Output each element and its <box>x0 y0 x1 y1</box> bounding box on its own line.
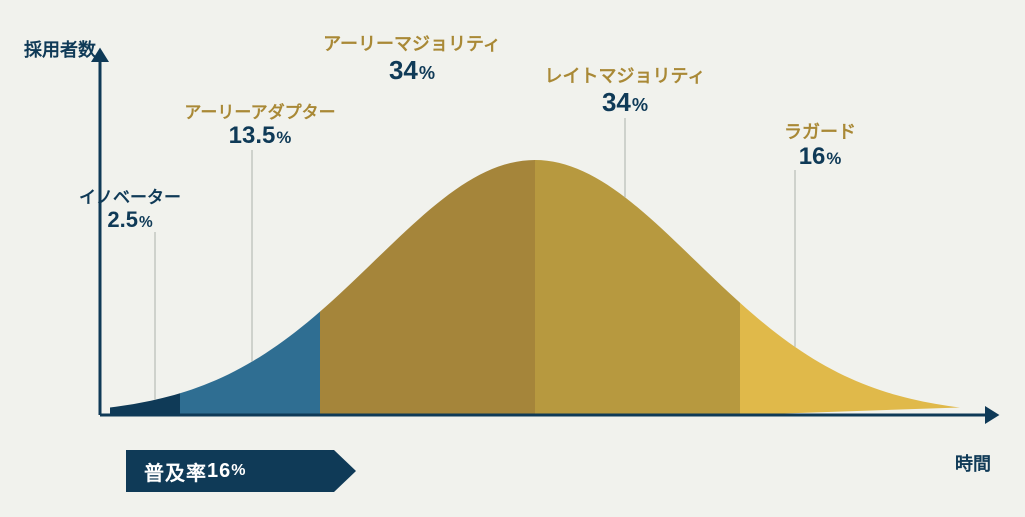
badge-suffix: % <box>231 462 246 480</box>
label-pct-laggards: 16% <box>784 144 856 170</box>
segment-late_majority <box>535 160 740 415</box>
label-pct-early_majority: 34% <box>323 56 501 85</box>
chart-svg <box>0 0 1025 517</box>
label-early_adopters: アーリーアダプター13.5% <box>184 98 335 149</box>
segment-laggards <box>740 303 960 415</box>
x-axis-label: 時間 <box>955 450 991 476</box>
badge-value: 16 <box>207 460 231 483</box>
badge-prefix: 普及率 <box>144 457 207 486</box>
segment-early_majority <box>320 160 535 415</box>
label-innovators: イノベーター2.5% <box>79 183 181 232</box>
label-pct-early_adopters: 13.5% <box>184 123 335 149</box>
segment-early_adopters <box>180 312 320 415</box>
y-axis-label: 採用者数 <box>24 36 96 62</box>
x-axis-arrow-icon <box>985 406 999 424</box>
label-late_majority: レイトマジョリティ34% <box>545 62 706 117</box>
label-pct-late_majority: 34% <box>545 88 706 117</box>
label-pct-innovators: 2.5% <box>79 208 181 232</box>
penetration-badge: 普及率 16 % <box>126 450 356 492</box>
segment-innovators <box>110 393 180 415</box>
label-name-early_majority: アーリーマジョリティ <box>323 30 501 56</box>
label-name-early_adopters: アーリーアダプター <box>184 98 335 123</box>
label-name-laggards: ラガード <box>784 118 856 144</box>
diffusion-curve-chart: 採用者数 時間 イノベーター2.5%アーリーアダプター13.5%アーリーマジョリ… <box>0 0 1025 517</box>
label-laggards: ラガード16% <box>784 118 856 170</box>
label-name-late_majority: レイトマジョリティ <box>545 62 706 88</box>
label-early_majority: アーリーマジョリティ34% <box>323 30 501 85</box>
label-name-innovators: イノベーター <box>79 183 181 208</box>
